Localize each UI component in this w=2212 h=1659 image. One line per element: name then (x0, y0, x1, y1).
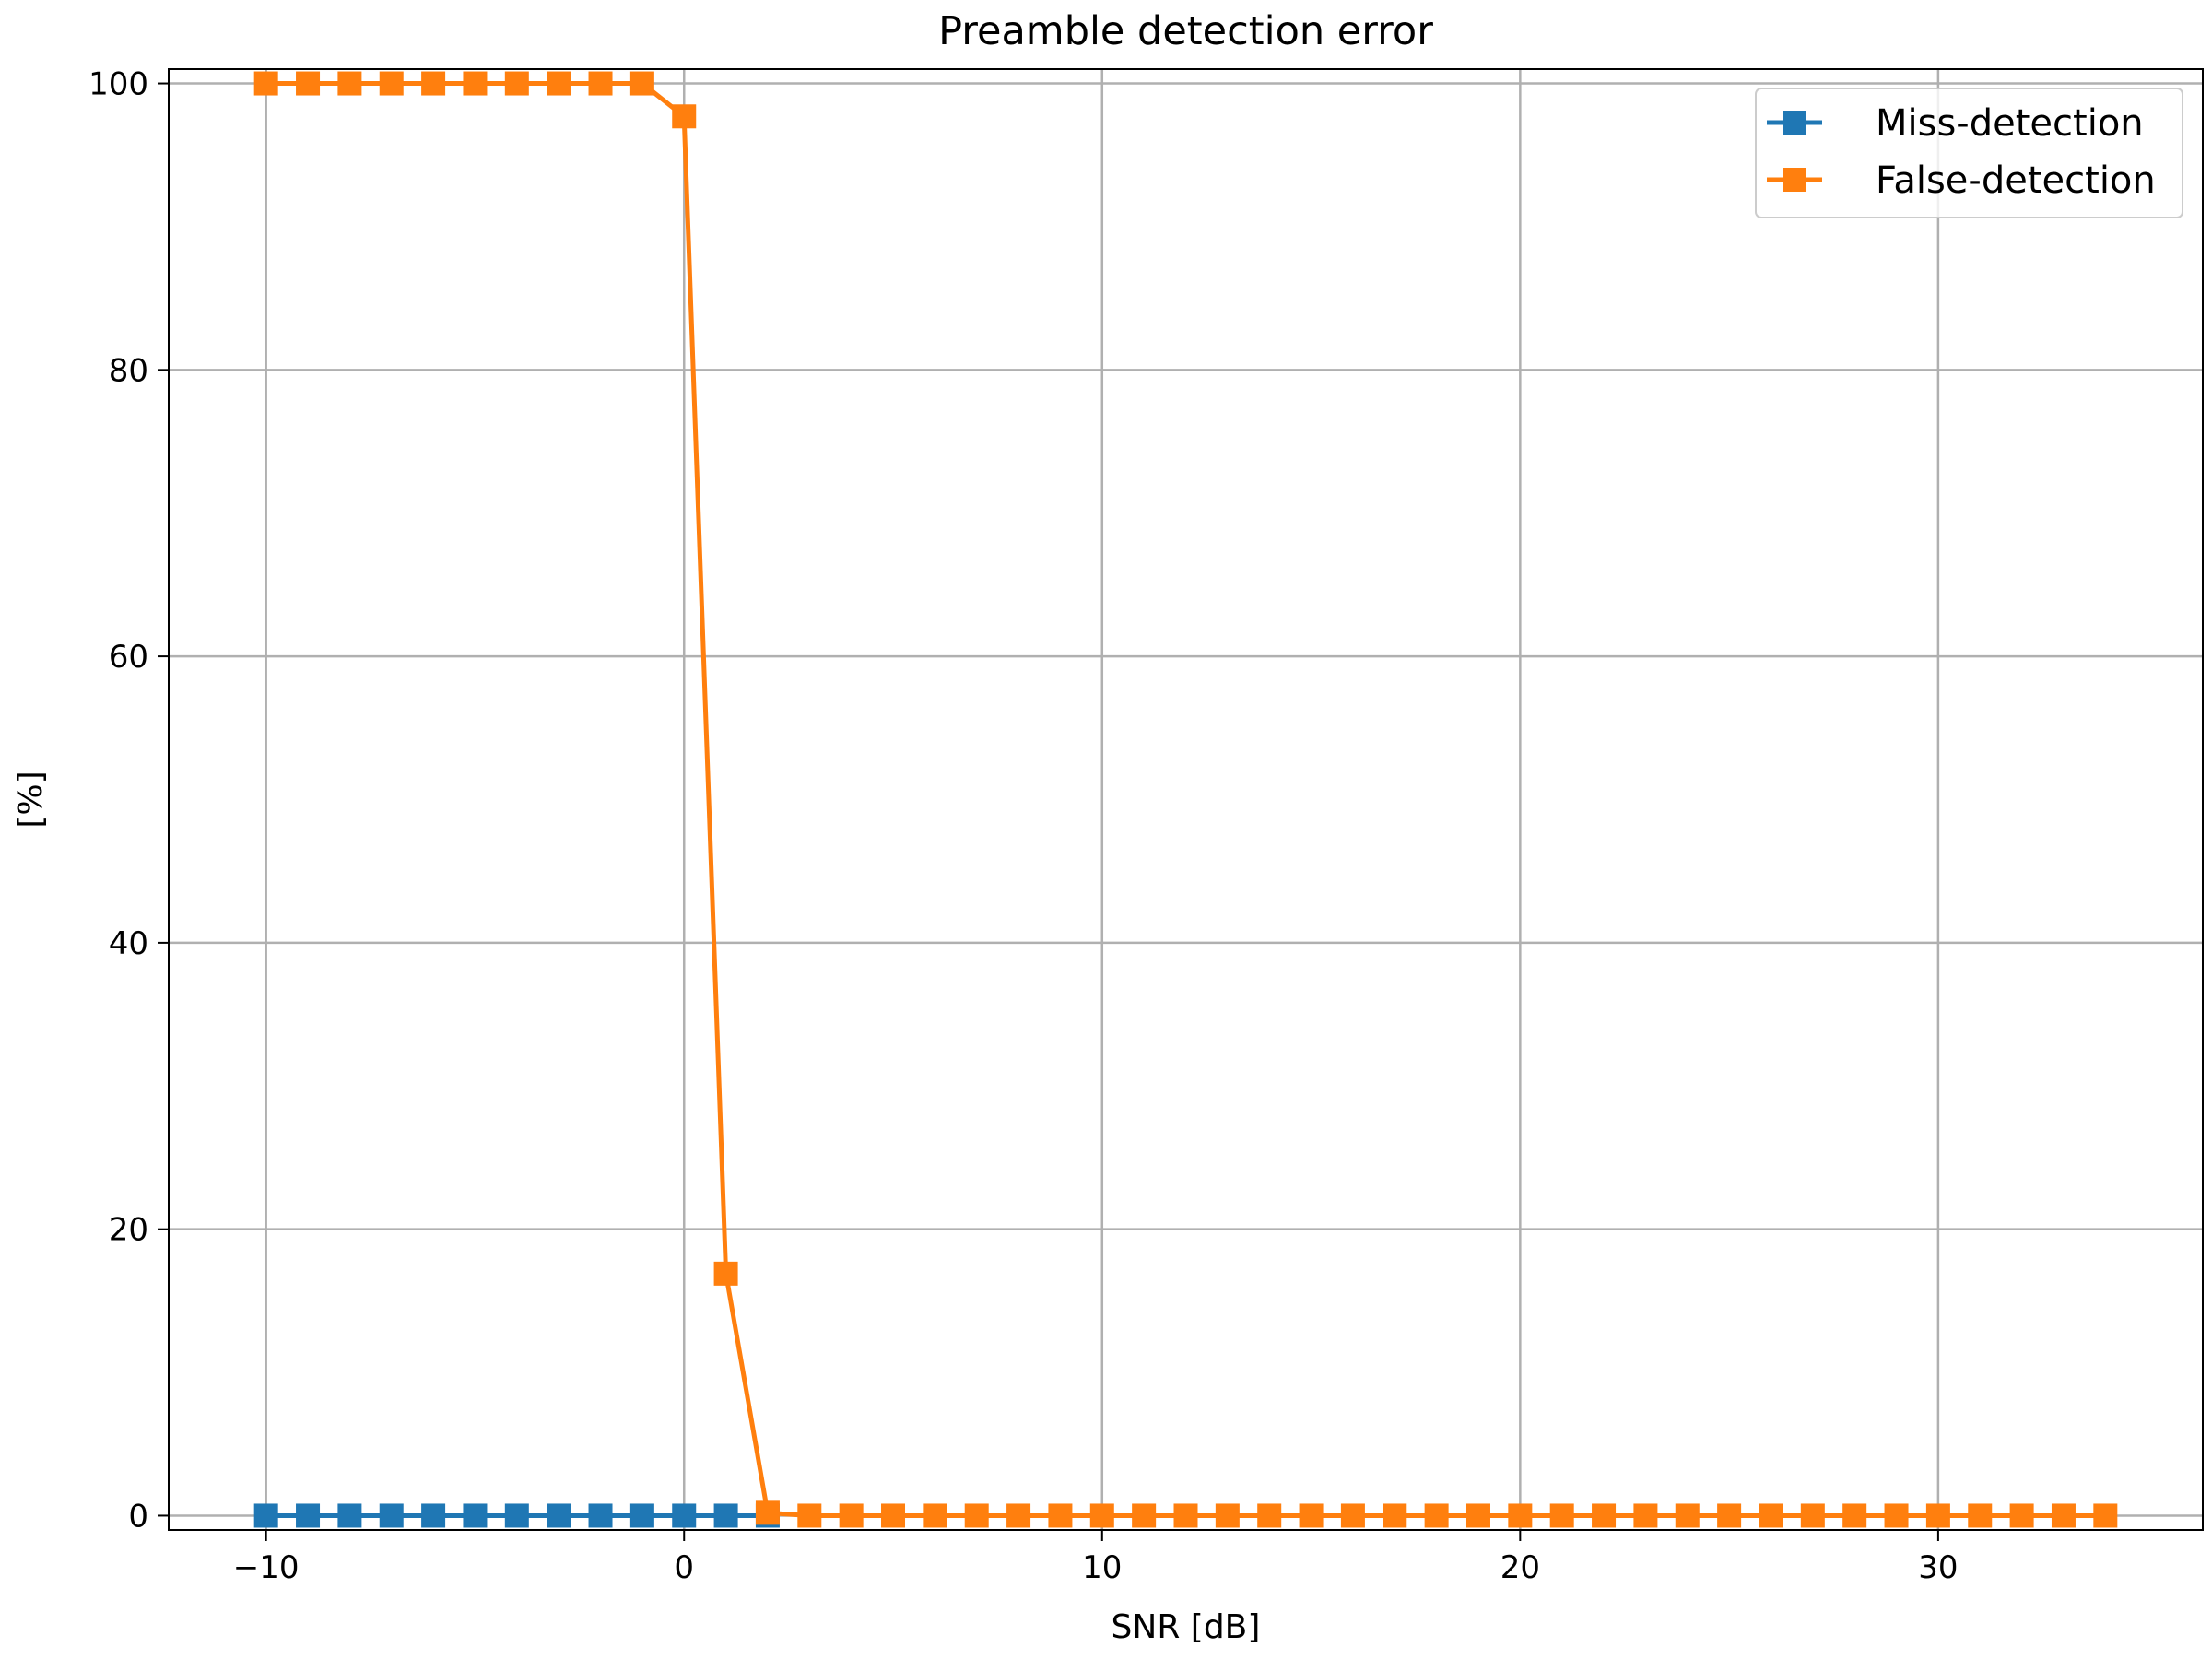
series-layer (253, 71, 2118, 1528)
data-point-series-2 (1549, 1503, 1574, 1528)
data-point-series-2 (1382, 1503, 1407, 1528)
data-point-series-2 (547, 71, 571, 96)
data-point-series-2 (881, 1503, 906, 1528)
legend: Miss-detection False-detection (1755, 88, 2183, 218)
data-point-series-2 (1257, 1503, 1282, 1528)
data-point-series-2 (1592, 1503, 1617, 1528)
x-tick-label: 0 (674, 1549, 694, 1586)
data-point-series-2 (421, 71, 446, 96)
y-tick-label: 100 (88, 66, 148, 103)
data-point-series-2 (2009, 1503, 2034, 1528)
x-axis-label: SNR [dB] (1112, 1608, 1261, 1646)
data-point-series-2 (1925, 1503, 1950, 1528)
data-point-series-1 (337, 1503, 362, 1528)
data-point-series-2 (379, 71, 404, 96)
data-point-series-1 (547, 1503, 571, 1528)
data-point-series-1 (296, 1503, 321, 1528)
data-point-series-2 (964, 1503, 989, 1528)
y-tick-label: 80 (109, 352, 148, 389)
data-point-series-2 (1884, 1503, 1909, 1528)
data-point-series-1 (463, 1503, 488, 1528)
data-point-series-2 (797, 1503, 822, 1528)
data-point-series-1 (588, 1503, 613, 1528)
data-point-series-2 (1675, 1503, 1700, 1528)
legend-swatch-marker (1783, 111, 1806, 135)
legend-swatch-marker (1783, 168, 1806, 192)
data-point-series-2 (1006, 1503, 1031, 1528)
data-point-series-2 (504, 71, 529, 96)
data-point-series-2 (1633, 1503, 1658, 1528)
data-point-series-2 (1089, 1503, 1114, 1528)
data-point-series-2 (296, 71, 321, 96)
y-axis-label: [%] (12, 771, 50, 828)
data-point-series-2 (1173, 1503, 1198, 1528)
x-tick-label: 20 (1500, 1549, 1540, 1586)
data-point-series-2 (1299, 1503, 1324, 1528)
data-point-series-1 (713, 1503, 738, 1528)
data-point-series-2 (1508, 1503, 1533, 1528)
data-point-series-2 (337, 71, 362, 96)
y-tick-label: 0 (128, 1498, 148, 1535)
legend-label: False-detection (1876, 159, 2156, 202)
data-point-series-2 (1465, 1503, 1490, 1528)
data-point-series-1 (672, 1503, 697, 1528)
data-point-series-2 (2093, 1503, 2118, 1528)
chart-title: Preamble detection error (938, 8, 1433, 54)
data-point-series-2 (755, 1500, 780, 1525)
data-point-series-2 (1048, 1503, 1073, 1528)
data-point-series-2 (1717, 1503, 1742, 1528)
data-point-series-2 (253, 71, 278, 96)
data-point-series-2 (463, 71, 488, 96)
data-point-series-2 (1340, 1503, 1365, 1528)
data-point-series-1 (379, 1503, 404, 1528)
data-point-series-2 (1968, 1503, 1993, 1528)
data-point-series-2 (923, 1503, 947, 1528)
data-point-series-1 (504, 1503, 529, 1528)
data-point-series-2 (1424, 1503, 1449, 1528)
x-tick-label: 10 (1082, 1549, 1122, 1586)
data-point-series-1 (421, 1503, 446, 1528)
data-point-series-2 (2051, 1503, 2076, 1528)
data-point-series-2 (1759, 1503, 1783, 1528)
data-point-series-2 (588, 71, 613, 96)
legend-label: Miss-detection (1876, 102, 2144, 145)
data-point-series-2 (629, 71, 654, 96)
y-tick-label: 20 (109, 1212, 148, 1249)
data-point-series-2 (839, 1503, 864, 1528)
data-point-series-2 (1132, 1503, 1157, 1528)
x-tick-label: 30 (1918, 1549, 1958, 1586)
data-point-series-1 (629, 1503, 654, 1528)
y-tick-label: 40 (109, 925, 148, 962)
axis-ticks: −10 0 10 20 30 0 20 40 60 80 100 (88, 66, 1958, 1586)
data-point-series-2 (713, 1261, 738, 1286)
data-point-series-2 (672, 104, 697, 129)
x-tick-label: −10 (233, 1549, 300, 1586)
legend-box (1755, 88, 2183, 218)
data-point-series-2 (1842, 1503, 1867, 1528)
data-point-series-1 (253, 1503, 278, 1528)
y-tick-label: 60 (109, 639, 148, 676)
plot-frame (168, 68, 2204, 1531)
data-point-series-2 (1800, 1503, 1825, 1528)
data-point-series-2 (1215, 1503, 1240, 1528)
